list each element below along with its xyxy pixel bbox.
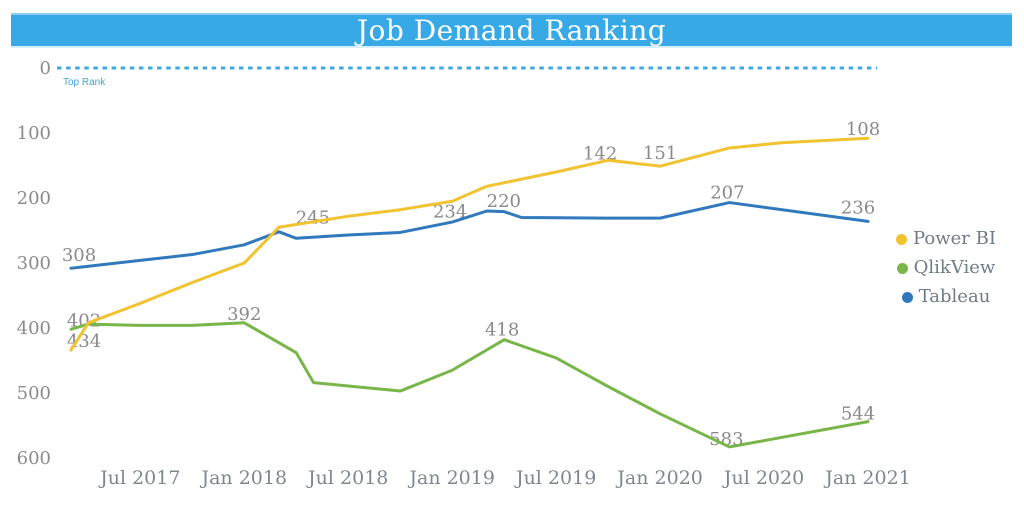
y-tick-label: 500 [17, 383, 51, 404]
y-tick-label: 400 [17, 318, 51, 339]
x-tick-label: Jul 2019 [514, 467, 596, 489]
legend-label: Power BI [913, 228, 996, 249]
qlikview-series-dot-icon [896, 262, 908, 274]
legend-item-powerbi: Power BI [896, 230, 996, 248]
data-label: 220 [487, 191, 521, 212]
data-label: 108 [846, 119, 880, 140]
powerbi-series-dot-icon [896, 233, 908, 245]
y-tick-label: 300 [17, 253, 51, 274]
legend-label: Tableau [918, 286, 991, 307]
x-tick-label: Jul 2017 [98, 467, 180, 489]
data-label: 236 [841, 197, 875, 218]
x-tick-label: Jul 2020 [722, 467, 804, 489]
data-label: 544 [841, 404, 875, 425]
x-tick-label: Jul 2018 [306, 467, 388, 489]
series-line-tableau [69, 201, 870, 270]
data-label: 234 [433, 201, 467, 222]
x-tick-label: Jan 2018 [199, 467, 287, 489]
data-label: 308 [62, 245, 96, 266]
data-label: 434 [67, 331, 101, 352]
x-tick-label: Jan 2019 [407, 467, 495, 489]
chart-title: Job Demand Ranking [356, 13, 667, 47]
x-tick-label: Jan 2020 [615, 467, 703, 489]
series-line-qlikview [69, 321, 870, 449]
data-label: 402 [67, 310, 101, 331]
data-label: 392 [227, 304, 261, 325]
x-tick-label: Jan 2021 [823, 467, 911, 489]
data-label: 151 [643, 143, 677, 164]
data-label: 207 [710, 183, 744, 204]
y-tick-label: 100 [17, 123, 51, 144]
tableau-series-dot-icon [901, 291, 913, 303]
top-rank-annotation: Top Rank [63, 77, 106, 88]
series-line-powerbi [69, 136, 870, 352]
title-bar: Job Demand Ranking [11, 13, 1012, 48]
data-label: 418 [485, 320, 519, 341]
y-tick-label: 600 [17, 448, 51, 469]
legend-label: QlikView [913, 257, 996, 278]
legend-item-qlikview: QlikView [896, 257, 996, 278]
chart-legend: Power BI QlikView Tableau [886, 230, 1006, 306]
legend-item-tableau: Tableau [901, 286, 991, 307]
y-tick-label: 0 [40, 58, 51, 79]
y-tick-label: 200 [17, 188, 51, 209]
